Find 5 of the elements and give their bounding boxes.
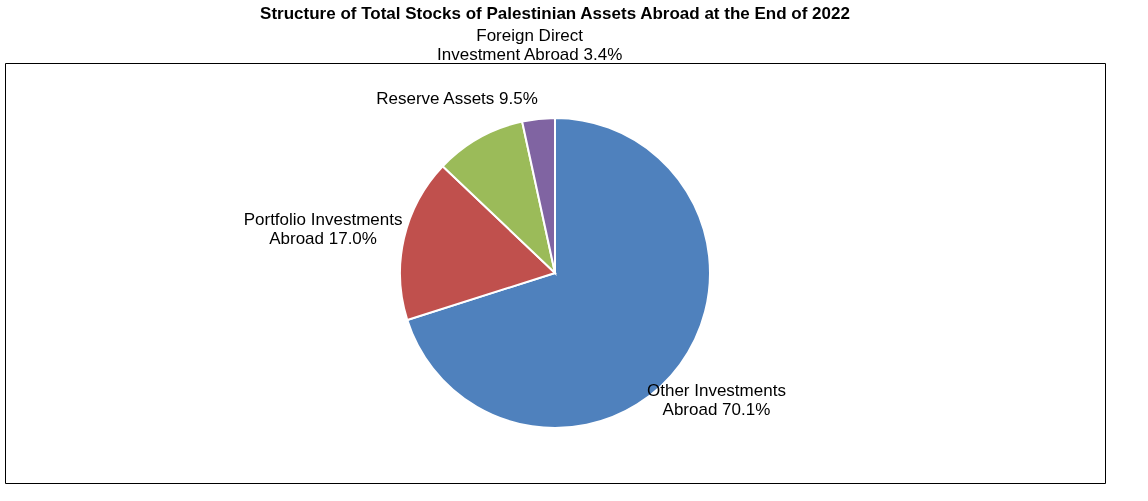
slice-label: Reserve Assets 9.5% bbox=[376, 88, 538, 108]
slice-label: Portfolio Investments Abroad 17.0% bbox=[243, 209, 403, 248]
chart-title: Structure of Total Stocks of Palestinian Assets Abroad at the End of 2022 bbox=[260, 4, 850, 24]
slice-label: Other Investments Abroad 70.1% bbox=[646, 381, 786, 420]
slice-label: Foreign Direct Investment Abroad 3.4% bbox=[437, 26, 623, 65]
